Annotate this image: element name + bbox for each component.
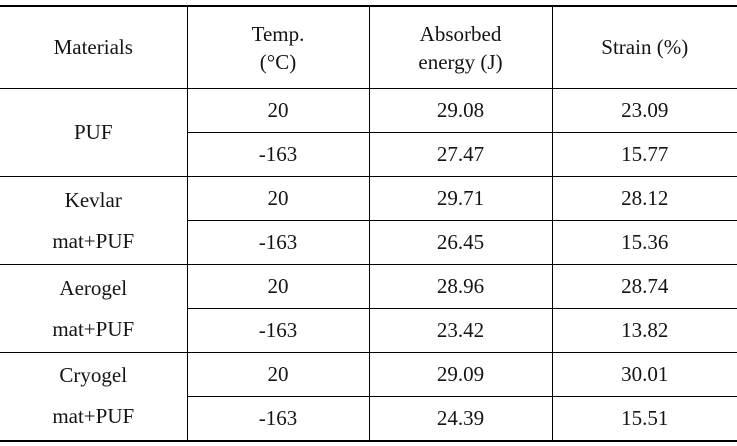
col-header-temp: Temp. (°C) [186,6,369,89]
energy-cell: 28.96 [368,264,552,309]
table-row: -163 24.39 15.51 [0,396,737,441]
strain-cell: 15.77 [551,132,737,177]
strain-cell: 13.82 [551,308,737,353]
col-header-temp-line2: (°C) [259,49,297,74]
col-header-temp-line1: Temp. [251,21,305,46]
material-name-line1: Kevlar [64,187,122,212]
temp-cell: -163 [186,396,369,441]
temp-cell: 20 [186,176,369,221]
table-row: -163 27.47 15.77 [0,132,737,177]
table-row: Aerogel mat+PUF 20 28.96 28.74 [0,264,737,353]
temp-cell: -163 [186,308,369,353]
energy-cell: 29.08 [368,88,552,133]
temp-cell: 20 [186,352,369,397]
header-row: Materials Temp. (°C) Absorbed energy (J)… [0,6,737,89]
material-cell-kevlar: Kevlar mat+PUF [0,176,187,265]
material-name-line2: mat+PUF [52,404,135,429]
material-name: PUF [73,120,113,144]
temp-cell: -163 [186,132,369,177]
material-cell-aerogel: Aerogel mat+PUF [0,264,187,353]
energy-cell: 24.39 [368,396,552,441]
col-header-energy: Absorbed energy (J) [368,6,552,89]
energy-cell: 23.42 [368,308,552,353]
temp-cell: 20 [186,88,369,133]
col-header-materials: Materials [0,6,187,89]
table-row: PUF 20 29.08 23.09 [0,88,737,177]
table-row: -163 26.45 15.36 [0,220,737,265]
strain-cell: 28.12 [551,176,737,221]
temp-cell: -163 [186,220,369,265]
material-name-line2: mat+PUF [52,228,135,253]
temp-cell: 20 [186,264,369,309]
strain-cell: 15.36 [551,220,737,265]
material-name-line1: Aerogel [59,275,128,300]
table-row: Cryogel mat+PUF 20 29.09 30.01 [0,352,737,441]
energy-cell: 29.09 [368,352,552,397]
col-header-energy-line1: Absorbed [419,21,502,46]
material-name-line2: mat+PUF [52,316,135,341]
strain-cell: 30.01 [551,352,737,397]
material-name-line1: Cryogel [59,363,128,388]
col-header-strain: Strain (%) [551,6,737,89]
material-cell-puf: PUF [0,88,187,177]
material-cell-cryogel: Cryogel mat+PUF [0,352,187,441]
strain-cell: 28.74 [551,264,737,309]
strain-cell: 15.51 [551,396,737,441]
energy-cell: 27.47 [368,132,552,177]
energy-cell: 29.71 [368,176,552,221]
energy-cell: 26.45 [368,220,552,265]
materials-results-table: Materials Temp. (°C) Absorbed energy (J)… [0,5,737,442]
strain-cell: 23.09 [551,88,737,133]
table-row: -163 23.42 13.82 [0,308,737,353]
table-row: Kevlar mat+PUF 20 29.71 28.12 [0,176,737,265]
col-header-energy-line2: energy (J) [418,49,503,74]
